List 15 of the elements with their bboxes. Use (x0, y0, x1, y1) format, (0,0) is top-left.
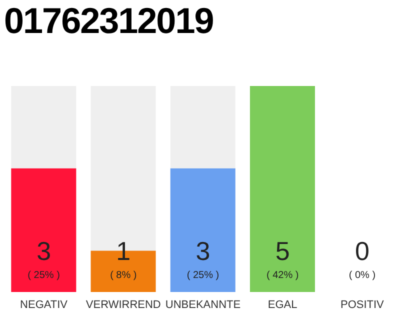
annotation: ( 25% ) (28, 270, 60, 281)
x-tick-label: POSITIV (340, 298, 385, 311)
annotation: ( 0% ) (348, 270, 376, 281)
x-tick-label: UNBEKANNTE (165, 298, 241, 311)
data-label: 0 (354, 236, 370, 266)
data-label: 5 (275, 236, 290, 266)
data-label: 3 (36, 236, 52, 266)
annotation: ( 8% ) (110, 270, 137, 281)
data-label: 3 (196, 236, 210, 266)
x-tick-label: NEGATIV (20, 298, 68, 311)
annotation: ( 25% ) (186, 270, 220, 281)
x-tick-label: EGAL (268, 298, 298, 311)
x-tick-label: VERWIRREND (86, 298, 161, 311)
chart-title: 01762312019 (4, 0, 214, 42)
annotation: ( 42% ) (266, 270, 299, 281)
